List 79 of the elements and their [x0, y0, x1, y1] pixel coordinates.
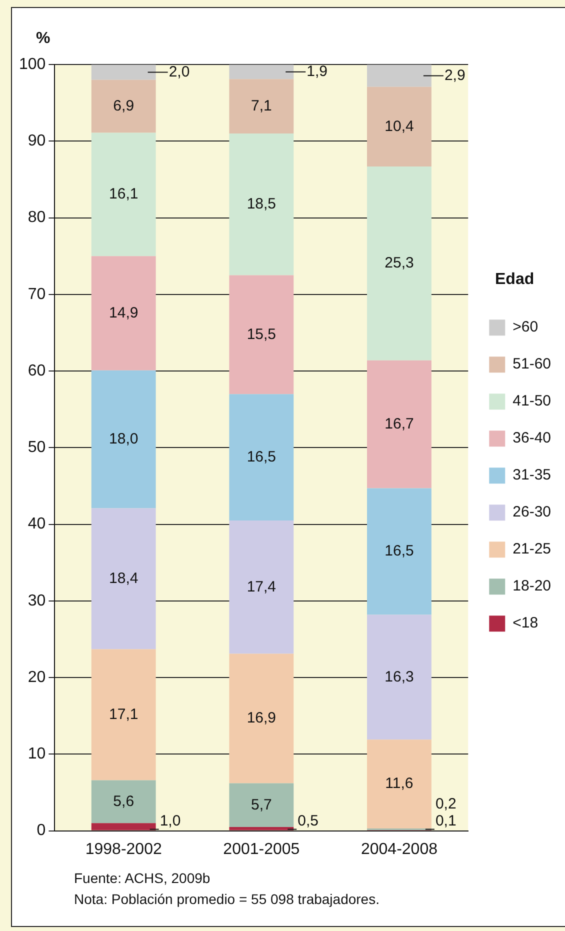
data-label: 0,5	[298, 812, 318, 830]
legend-label: 41-50	[512, 392, 552, 410]
data-label: 11,6	[385, 775, 414, 792]
legend-label: 51-60	[512, 356, 552, 373]
data-label: 16,5	[384, 542, 414, 560]
data-label: 0,2	[435, 795, 456, 812]
bar	[91, 132, 156, 256]
y-tick-label: 80	[28, 209, 46, 226]
data-label: 1,9	[306, 63, 328, 80]
legend-label: 26-30	[512, 504, 552, 521]
bar	[367, 488, 432, 615]
data-label: 6,9	[113, 98, 134, 114]
bar	[367, 360, 432, 488]
data-label: 17,4	[246, 578, 276, 596]
y-tick-label: 40	[28, 516, 46, 533]
y-tick-label: 0	[36, 822, 46, 840]
y-tick-label: 100	[18, 56, 46, 74]
legend-title: Edad	[495, 270, 534, 288]
data-label: 18,4	[109, 570, 138, 587]
source-note: Fuente: ACHS, 2009b	[74, 869, 212, 888]
data-label: 15,5	[246, 326, 276, 343]
data-label: 16,9	[246, 710, 276, 727]
bar	[91, 508, 156, 650]
y-tick-label: 20	[28, 668, 46, 686]
data-label: 0,1	[435, 812, 456, 830]
bar	[229, 826, 294, 830]
x-tick-label: 1998-2002	[85, 840, 162, 858]
data-label: 16,3	[384, 668, 414, 686]
data-label: 7,1	[250, 98, 272, 114]
bar	[229, 64, 294, 80]
legend-label: 18-20	[512, 578, 552, 595]
bar	[367, 86, 432, 167]
bar	[91, 256, 156, 370]
x-tick-label: 2004-2008	[360, 840, 438, 858]
legend-label: 31-35	[512, 466, 552, 484]
bar	[367, 64, 432, 87]
data-label: 16,1	[109, 186, 138, 203]
bar	[367, 740, 432, 828]
data-label: 2,9	[444, 66, 466, 84]
x-tick-label: 2001-2005	[223, 840, 300, 858]
bar	[91, 64, 156, 80]
bar	[91, 649, 156, 780]
y-tick-label: 70	[28, 286, 46, 303]
y-tick-label: 30	[28, 592, 46, 610]
data-label: 14,9	[109, 304, 138, 322]
text: Nota: Población promedio = 55 098 trabajadores.	[74, 890, 380, 909]
data-label: 10,4	[384, 118, 414, 135]
bar	[91, 823, 156, 830]
y-axis-title: %	[36, 30, 50, 48]
data-label: 2,0	[168, 63, 190, 80]
legend-label: <18	[512, 614, 538, 632]
bar	[367, 166, 432, 360]
y-tick-label: 90	[28, 132, 46, 150]
legend-label: >60	[512, 318, 538, 336]
data-label: 18,5	[246, 196, 276, 213]
data-label: 25,3	[384, 254, 414, 272]
y-tick-label: 50	[28, 439, 46, 456]
legend-label: 21-25	[512, 540, 552, 558]
bar	[229, 783, 294, 827]
bar	[229, 134, 294, 276]
bar	[367, 614, 432, 740]
y-tick-label: 60	[28, 362, 46, 380]
legend-label: 36-40	[512, 430, 552, 447]
data-label: 17,1	[109, 706, 138, 723]
data-label: 1,0	[160, 812, 181, 830]
bar	[91, 370, 156, 508]
bar	[91, 780, 156, 824]
y-tick-label: 10	[28, 746, 46, 763]
bar	[229, 394, 294, 520]
bar	[91, 80, 156, 133]
bar	[229, 275, 294, 394]
data-label: 5,7	[250, 796, 272, 814]
bar	[229, 654, 294, 784]
bar	[229, 520, 294, 654]
data-label: 5,6	[113, 792, 134, 810]
bar	[229, 79, 294, 134]
data-label: 16,7	[384, 415, 414, 432]
data-label: 16,5	[246, 448, 276, 466]
data-label: 18,0	[109, 430, 138, 448]
